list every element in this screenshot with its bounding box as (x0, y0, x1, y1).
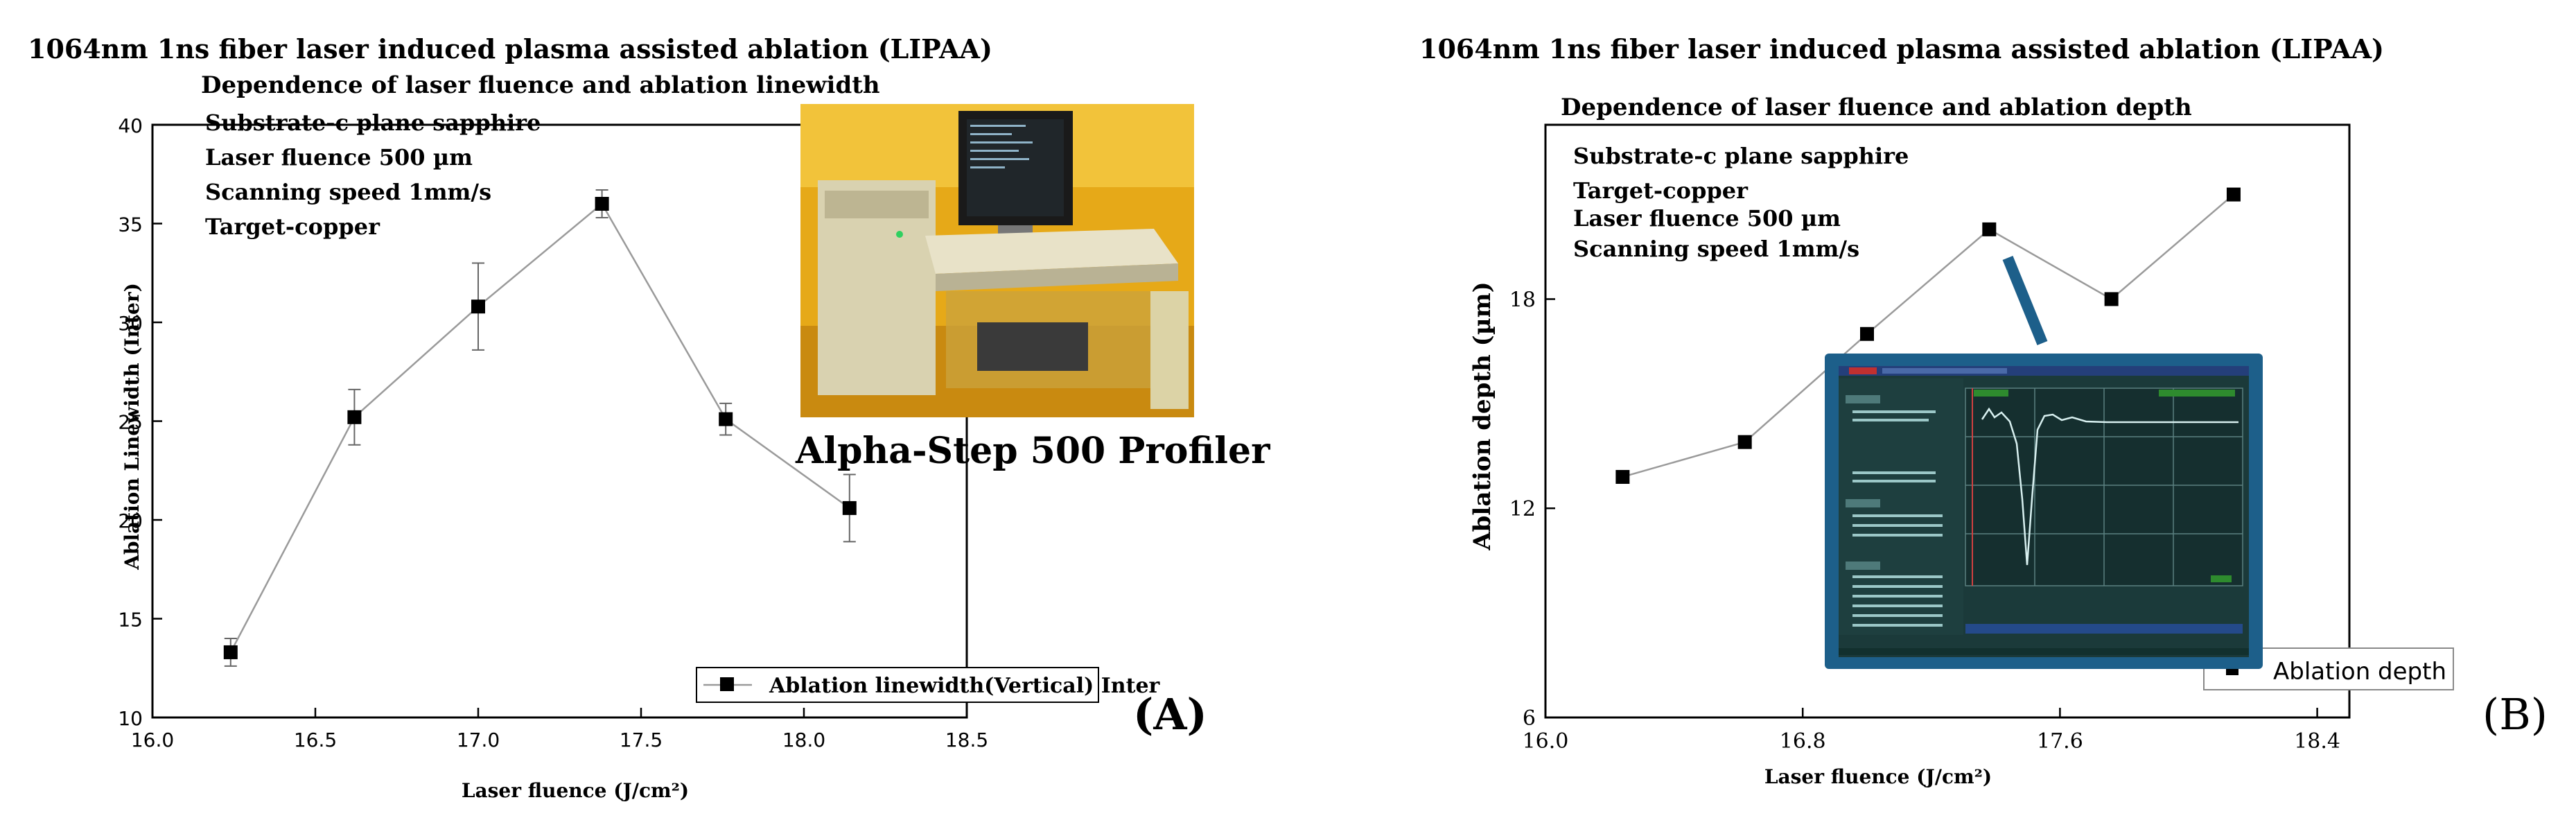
annotation-substrate: Substrate-c plane sapphire (205, 110, 541, 136)
data-point (471, 299, 485, 314)
panel-b-subtitle: Dependence of laser fluence and ablation… (1561, 94, 2192, 121)
series-line (1622, 193, 2234, 478)
panel-b-plot-frame (1544, 123, 2351, 719)
panel-a: 1064nm 1ns fiber laser induced plasma as… (28, 33, 1270, 802)
panel-a-data-points (223, 197, 857, 659)
annotation-substrate-b: Substrate-c plane sapphire (1573, 143, 1909, 169)
annotation-speed-b: Scanning speed 1mm/s (1573, 236, 1859, 262)
y-tick-label: 10 (118, 707, 143, 730)
y-tick-label: 35 (118, 214, 143, 236)
x-tick-label: 17.6 (2037, 729, 2083, 754)
x-tick-label: 18.5 (945, 729, 988, 751)
y-tick-label: 20 (118, 510, 143, 532)
panel-b-series-line (1622, 193, 2234, 478)
panel-a-x-ticks: 16.0 16.5 17.0 17.5 18.0 18.5 (131, 708, 988, 751)
photo-caption: Alpha-Step 500 Profiler (795, 430, 1270, 472)
y-tick-label: 6 (1523, 706, 1536, 731)
series-line (229, 202, 850, 653)
panel-a-ylabel: Ablation Linewidth (Inter) (121, 283, 143, 571)
data-point (719, 412, 733, 426)
panel-a-legend: Ablation linewidth(Vertical) Inter (696, 667, 1161, 703)
x-tick-label: 16.5 (294, 729, 337, 751)
data-point (2104, 292, 2119, 306)
data-point (1615, 469, 1630, 484)
data-point (595, 197, 609, 211)
panel-b: 1064nm 1ns fiber laser induced plasma as… (1419, 33, 2548, 788)
panel-b-title: 1064nm 1ns fiber laser induced plasma as… (1419, 33, 2384, 64)
annotation-speed: Scanning speed 1mm/s (205, 179, 491, 205)
panel-b-ylabel: Ablation depth (µm) (1469, 281, 1496, 550)
annotation-fluence-b: Laser fluence 500 µm (1573, 205, 1841, 232)
data-point (1737, 435, 1752, 449)
x-tick-label: 17.5 (620, 729, 663, 751)
data-point (1982, 222, 1997, 236)
profilometer-screen-inset (1825, 354, 2263, 669)
panel-b-label: (B) (2482, 689, 2548, 740)
annotation-fluence: Laser fluence 500 µm (205, 144, 473, 171)
panel-b-x-ticks: 16.0 16.8 17.6 18.4 (1523, 708, 2340, 754)
y-tick-label: 12 (1509, 497, 1536, 521)
panel-a-legend-box (696, 667, 1099, 703)
panel-b-legend-label: Ablation depth (2273, 658, 2446, 686)
panel-a-series-line (229, 202, 850, 653)
x-tick-label: 16.0 (1523, 729, 1569, 754)
y-tick-label: 18 (1509, 288, 1536, 312)
annotation-target: Target-copper (205, 214, 380, 240)
x-tick-label: 18.0 (782, 729, 825, 751)
x-tick-label: 18.4 (2294, 729, 2340, 754)
panel-b-data-points (1615, 187, 2241, 484)
data-point (223, 645, 238, 659)
y-tick-label: 40 (118, 114, 143, 137)
x-tick-label: 17.0 (457, 729, 500, 751)
y-tick-label: 30 (118, 312, 143, 335)
panel-a-legend-label: Ablation linewidth(Vertical) Inter (769, 674, 1161, 698)
panel-a-legend-marker (720, 677, 734, 691)
y-tick-label: 25 (118, 411, 143, 434)
x-tick-label: 16.0 (131, 729, 174, 751)
x-tick-label: 16.8 (1780, 729, 1826, 754)
panel-b-annotations: Substrate-c plane sapphire Target-copper… (1573, 143, 1909, 262)
data-point (1860, 327, 1874, 341)
profiler-photo (800, 104, 1194, 417)
inset-pointer (2002, 255, 2048, 346)
panel-a-annotations: Substrate-c plane sapphire Laser fluence… (205, 110, 541, 240)
panel-b-y-ticks: 6 12 18 (1509, 288, 1555, 731)
annotation-target-b: Target-copper (1573, 177, 1749, 204)
y-tick-label: 15 (118, 609, 143, 632)
data-point (347, 410, 362, 424)
panel-a-xlabel: Laser fluence (J/cm²) (462, 779, 689, 802)
panel-a-label: (A) (1133, 689, 1207, 740)
panel-b-xlabel: Laser fluence (J/cm²) (1764, 765, 1992, 788)
data-point (2226, 187, 2241, 202)
panel-a-error-bars (224, 189, 856, 667)
data-point (842, 500, 857, 515)
panel-a-title: 1064nm 1ns fiber laser induced plasma as… (28, 33, 992, 64)
panel-a-y-ticks: 10 15 20 25 30 35 40 (118, 114, 162, 730)
panel-a-subtitle: Dependence of laser fluence and ablation… (201, 71, 880, 99)
